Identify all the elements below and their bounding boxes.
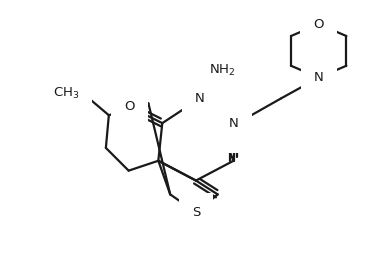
Text: O: O — [314, 18, 324, 31]
Text: N: N — [314, 71, 323, 84]
Text: N: N — [229, 117, 239, 130]
Text: CH$_3$: CH$_3$ — [53, 86, 79, 101]
Text: N: N — [195, 92, 205, 105]
Text: S: S — [192, 206, 200, 219]
Text: NH$_2$: NH$_2$ — [209, 63, 235, 78]
Text: O: O — [124, 100, 135, 113]
Text: S: S — [218, 127, 226, 140]
